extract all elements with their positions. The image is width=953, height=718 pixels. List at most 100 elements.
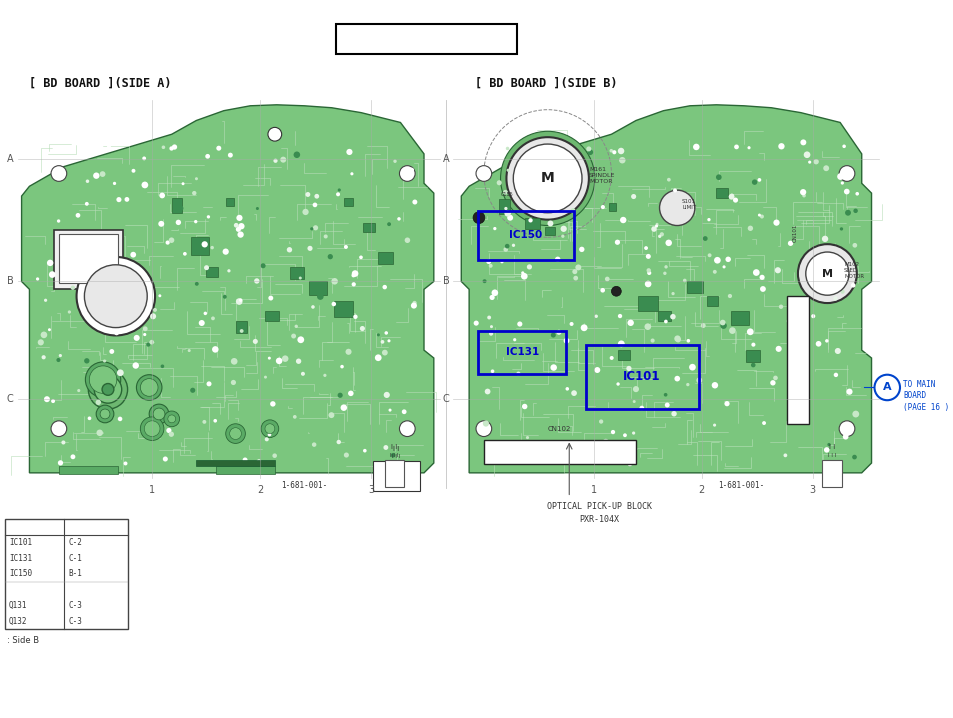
Circle shape (102, 278, 108, 283)
Circle shape (517, 322, 522, 327)
Circle shape (773, 220, 779, 225)
Circle shape (674, 335, 680, 342)
Circle shape (662, 271, 666, 275)
Circle shape (316, 293, 323, 300)
Circle shape (51, 421, 67, 437)
Circle shape (166, 241, 170, 245)
Bar (716, 188, 727, 198)
Bar (334, 301, 353, 317)
Circle shape (631, 194, 636, 199)
Text: B: B (442, 276, 449, 286)
Circle shape (774, 267, 781, 274)
Circle shape (384, 331, 388, 335)
Circle shape (841, 434, 847, 439)
Circle shape (142, 157, 146, 160)
Circle shape (825, 272, 831, 278)
Circle shape (521, 404, 527, 409)
Circle shape (729, 194, 733, 197)
Bar (206, 267, 217, 276)
Circle shape (822, 165, 828, 171)
Circle shape (772, 376, 777, 381)
Circle shape (599, 288, 604, 293)
Circle shape (821, 236, 827, 242)
Circle shape (380, 340, 384, 344)
Circle shape (658, 235, 660, 238)
Circle shape (484, 388, 490, 394)
Circle shape (93, 172, 99, 179)
Circle shape (487, 316, 491, 320)
Circle shape (490, 370, 494, 373)
Circle shape (310, 227, 313, 230)
Circle shape (558, 159, 565, 165)
Circle shape (307, 246, 313, 251)
Circle shape (106, 305, 112, 312)
Bar (745, 350, 759, 362)
Circle shape (834, 348, 840, 354)
Circle shape (136, 375, 162, 400)
Circle shape (391, 453, 395, 457)
Circle shape (213, 419, 217, 423)
Circle shape (275, 358, 282, 364)
Circle shape (799, 384, 804, 389)
Bar (59, 466, 117, 474)
Circle shape (715, 174, 720, 180)
Circle shape (473, 212, 484, 223)
Bar (289, 267, 304, 279)
Circle shape (294, 151, 300, 158)
Circle shape (664, 403, 669, 408)
Circle shape (114, 325, 119, 330)
Circle shape (235, 227, 241, 232)
Circle shape (532, 442, 537, 446)
Circle shape (47, 260, 53, 266)
Circle shape (36, 277, 39, 281)
Circle shape (298, 276, 301, 279)
Circle shape (626, 366, 631, 371)
Circle shape (61, 440, 66, 444)
Circle shape (578, 247, 584, 252)
Circle shape (160, 365, 164, 368)
Circle shape (760, 286, 765, 292)
Circle shape (841, 144, 845, 148)
Circle shape (117, 416, 122, 421)
Circle shape (216, 146, 221, 151)
Circle shape (44, 299, 47, 302)
Circle shape (170, 146, 173, 151)
Circle shape (491, 289, 497, 296)
Circle shape (381, 350, 387, 355)
Text: IC101: IC101 (622, 370, 659, 383)
Circle shape (618, 340, 624, 348)
Circle shape (493, 227, 496, 230)
Circle shape (312, 442, 316, 447)
Circle shape (204, 265, 209, 270)
Circle shape (618, 148, 623, 154)
Circle shape (345, 349, 352, 355)
Circle shape (489, 332, 493, 336)
Circle shape (376, 333, 379, 337)
Circle shape (388, 409, 391, 411)
Text: 1: 1 (149, 485, 155, 495)
Circle shape (486, 259, 491, 264)
Circle shape (682, 279, 686, 282)
Circle shape (100, 171, 106, 177)
Circle shape (655, 225, 658, 228)
Circle shape (115, 327, 118, 330)
Bar (498, 199, 510, 214)
Circle shape (268, 357, 271, 360)
Circle shape (76, 257, 155, 335)
Circle shape (720, 322, 726, 329)
Bar (215, 466, 274, 474)
Circle shape (473, 320, 478, 326)
Circle shape (85, 202, 89, 206)
Bar (608, 203, 616, 211)
Circle shape (685, 383, 689, 386)
Circle shape (231, 380, 235, 385)
Circle shape (800, 139, 805, 145)
Circle shape (359, 326, 365, 331)
Circle shape (352, 270, 358, 277)
Circle shape (294, 325, 297, 328)
Circle shape (91, 142, 95, 146)
Circle shape (335, 192, 339, 196)
Text: S101
LIMIT: S101 LIMIT (681, 199, 696, 210)
Circle shape (265, 424, 274, 434)
Circle shape (575, 264, 580, 271)
